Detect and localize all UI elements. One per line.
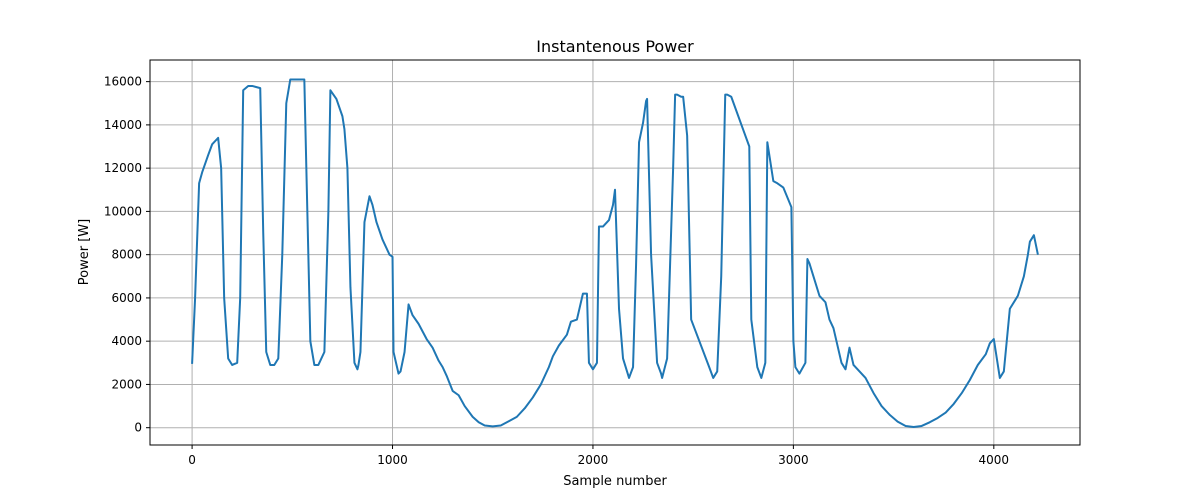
grid-lines bbox=[150, 60, 1080, 445]
y-tick-label: 10000 bbox=[104, 204, 142, 218]
x-tick-label: 1000 bbox=[377, 453, 408, 467]
y-tick-label: 2000 bbox=[111, 377, 142, 391]
x-tick-label: 3000 bbox=[778, 453, 809, 467]
y-tick-label: 16000 bbox=[104, 75, 142, 89]
y-tick-label: 4000 bbox=[111, 334, 142, 348]
y-axis-ticks: 0 2000 4000 6000 8000 10000 12000 14000 16000 bbox=[104, 75, 150, 435]
x-tick-label: 2000 bbox=[578, 453, 609, 467]
x-tick-label: 4000 bbox=[979, 453, 1010, 467]
power-series-line bbox=[191, 78, 1039, 429]
y-tick-label: 8000 bbox=[111, 248, 142, 262]
y-tick-label: 0 bbox=[134, 421, 142, 435]
plot-area-frame bbox=[149, 59, 1081, 446]
y-tick-label: 12000 bbox=[104, 161, 142, 175]
x-axis-ticks: 0 1000 2000 3000 4000 bbox=[188, 445, 1009, 467]
chart-title: Instantenous Power bbox=[536, 37, 694, 56]
y-tick-label: 14000 bbox=[104, 118, 142, 132]
x-axis-label: Sample number bbox=[563, 474, 667, 489]
x-tick-label: 0 bbox=[188, 453, 196, 467]
y-tick-label: 6000 bbox=[111, 291, 142, 305]
y-axis-label: Power [W] bbox=[77, 219, 92, 285]
